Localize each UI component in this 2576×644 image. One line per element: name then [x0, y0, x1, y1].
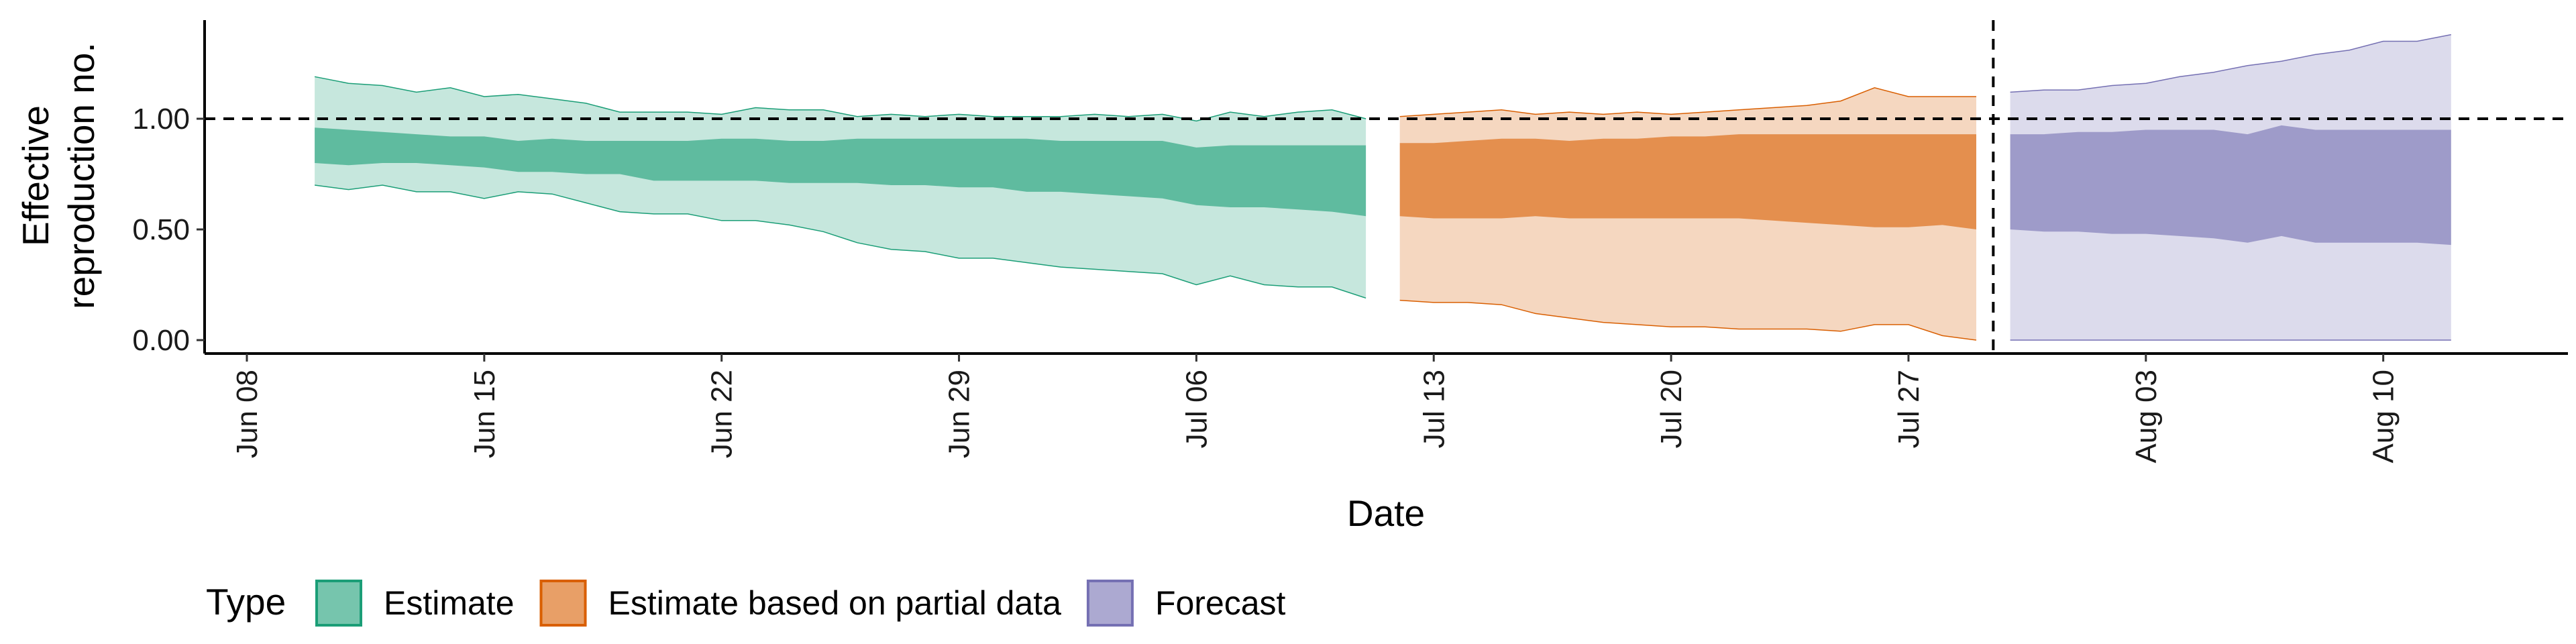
tick-layer: 0.00 0.50 1.00 Jun 08 Jun 15 Jun 22 Jun 29 Jul …	[132, 103, 2400, 463]
x-tick-label: Jul 13	[1417, 370, 1450, 448]
band50-estimate	[315, 127, 1366, 217]
band90-upper-edge-estimate-based-on-partial-data	[1399, 87, 1976, 117]
y-tick-label: 0.50	[132, 213, 190, 246]
band50-estimate-based-on-partial-data	[1399, 134, 1976, 229]
y-axis-title-line2: reproduction no.	[60, 42, 102, 309]
x-tick-label: Jun 15	[468, 370, 501, 458]
y-axis-title-line1: Effective	[15, 105, 56, 246]
legend-label-estimate: Estimate	[384, 584, 515, 622]
band90-estimate	[315, 76, 1366, 299]
y-tick-label: 1.00	[132, 103, 190, 136]
axes	[203, 20, 2568, 355]
legend-label-forecast: Forecast	[1155, 584, 1286, 622]
x-tick-label: Jun 08	[231, 370, 264, 458]
legend-item-estimate: Estimate	[315, 580, 515, 627]
legend-key-forecast	[1086, 580, 1134, 627]
ribbon-layer	[314, 34, 2451, 341]
x-tick-label: Jun 22	[706, 370, 739, 458]
x-tick-label: Aug 03	[2130, 370, 2163, 463]
legend-title: Type	[206, 581, 286, 623]
y-tick-label: 0.00	[132, 324, 190, 357]
legend-item-forecast: Forecast	[1086, 580, 1286, 627]
x-tick-label: Jul 06	[1180, 370, 1213, 448]
x-tick-label: Jul 27	[1892, 370, 1925, 448]
x-axis-title: Date	[1347, 492, 1425, 534]
legend: Type Estimate Estimate based on partial d…	[206, 580, 1286, 627]
legend-key-estimate	[315, 580, 362, 627]
band90-lower-edge-estimate	[315, 184, 1366, 299]
band90-lower-edge-estimate-based-on-partial-data	[1399, 299, 1977, 341]
band90-upper-edge-forecast	[2010, 34, 2451, 93]
legend-item-estimate-based-on-partial-data: Estimate based on partial data	[539, 580, 1062, 627]
x-tick-label: Jun 29	[943, 370, 976, 458]
legend-label-estimate-based-on-partial-data: Estimate based on partial data	[608, 584, 1062, 622]
x-tick-label: Aug 10	[2367, 370, 2400, 463]
band50-forecast	[2010, 125, 2451, 246]
x-tick-label: Jul 20	[1655, 370, 1688, 448]
legend-key-estimate-based-on-partial-data	[539, 580, 587, 627]
